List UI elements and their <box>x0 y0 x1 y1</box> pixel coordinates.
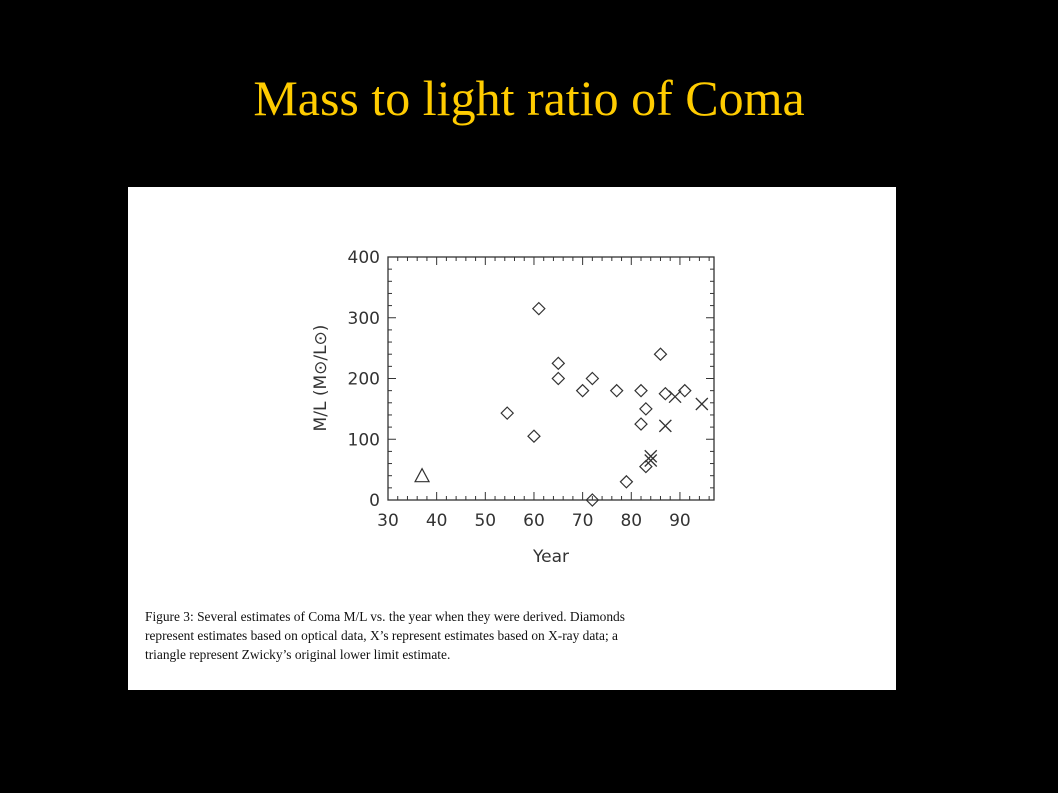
figure-panel: 30 40 50 60 70 80 90 0 100 200 300 400 Year M/L (M⊙… <box>128 187 896 690</box>
x-axis-label: Year <box>532 547 569 567</box>
x-tick-label: 40 <box>426 511 448 531</box>
diamond-point <box>609 383 624 398</box>
data-points <box>414 301 709 507</box>
x-tick-label: 50 <box>474 511 496 531</box>
x-point <box>668 390 682 404</box>
x-tick-label: 80 <box>620 511 642 531</box>
diamond-point <box>585 371 600 386</box>
y-tick-label: 300 <box>348 309 380 329</box>
x-tick-label: 70 <box>572 511 594 531</box>
x-point <box>695 397 709 411</box>
diamond-point <box>634 417 648 431</box>
x-point <box>644 454 658 467</box>
x-tick-label: 90 <box>669 511 691 531</box>
y-axis-label: M/L (M⊙/L⊙) <box>311 325 331 432</box>
caption-line: represent estimates based on optical dat… <box>145 628 618 643</box>
scatter-chart: 30 40 50 60 70 80 90 0 100 200 300 400 Year M/L (M⊙… <box>311 248 715 567</box>
diamond-point <box>500 406 515 420</box>
diamond-point <box>551 371 566 386</box>
x-tick-label: 30 <box>377 511 399 531</box>
diamond-point <box>677 383 692 398</box>
y-tick-label: 0 <box>369 491 380 511</box>
diamond-point <box>639 459 653 474</box>
x-point <box>644 449 658 463</box>
diamond-point <box>653 347 668 362</box>
caption-line: triangle represent Zwicky’s original low… <box>145 647 451 662</box>
diamond-point <box>634 383 648 398</box>
diamond-point <box>575 383 590 398</box>
caption-line: Figure 3: Several estimates of Coma M/L … <box>145 609 625 624</box>
x-point <box>658 419 672 433</box>
triangle-point <box>414 467 431 483</box>
diamond-point <box>527 429 541 444</box>
y-tick-label: 100 <box>348 430 380 450</box>
figure-caption: Figure 3: Several estimates of Coma M/L … <box>145 607 885 664</box>
diamond-point <box>531 301 546 316</box>
x-tick-label: 60 <box>523 511 545 531</box>
tick-layer <box>387 256 714 501</box>
diamond-point <box>658 386 673 401</box>
y-tick-label: 400 <box>348 248 380 268</box>
diamond-point <box>619 474 634 489</box>
diamond-point <box>551 356 566 371</box>
diamond-point <box>639 402 653 416</box>
y-tick-label: 200 <box>348 370 380 390</box>
diamond-point <box>585 493 600 507</box>
plot-frame <box>387 256 715 501</box>
slide-title: Mass to light ratio of Coma <box>253 70 805 126</box>
tick-label-layer: 30 40 50 60 70 80 90 0 100 200 300 400 <box>348 248 691 531</box>
